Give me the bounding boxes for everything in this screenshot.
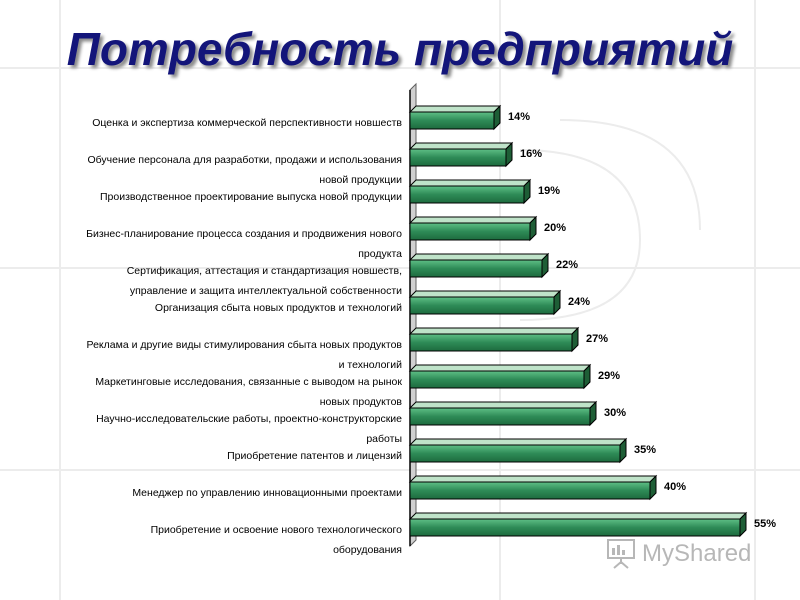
bar	[409, 370, 585, 389]
category-label: управление и защита интеллектуальной соб…	[130, 285, 402, 297]
category-label: Оценка и экспертиза коммерческой перспек…	[92, 117, 402, 129]
bar-top	[408, 475, 658, 483]
bar	[409, 444, 621, 463]
page-title: Потребность предприятий	[66, 23, 734, 75]
watermark-logo: MyShared	[606, 536, 751, 572]
watermark-text: MyShared	[642, 540, 752, 567]
data-label: 14%	[508, 111, 530, 123]
bar	[409, 185, 525, 204]
bar-top	[408, 401, 598, 409]
data-label: 19%	[538, 185, 560, 197]
bar-top	[408, 364, 592, 372]
data-label: 30%	[604, 407, 626, 419]
category-label: Организация сбыта новых продуктов и техн…	[155, 302, 402, 314]
bar-top	[408, 253, 550, 261]
data-label: 22%	[556, 259, 578, 271]
data-label: 40%	[664, 481, 686, 493]
category-label: Приобретение и освоение нового технологи…	[151, 524, 403, 536]
category-label: оборудования	[333, 544, 402, 556]
bar-top	[408, 105, 502, 113]
category-label: Бизнес-планирование процесса создания и …	[86, 228, 402, 240]
data-label: 24%	[568, 296, 590, 308]
data-label: 35%	[634, 444, 656, 456]
data-label: 20%	[544, 222, 566, 234]
data-label: 29%	[598, 370, 620, 382]
bar-top	[408, 216, 538, 224]
data-label: 55%	[754, 518, 776, 530]
bar	[409, 259, 543, 278]
bar	[409, 407, 591, 426]
bar-top	[408, 179, 532, 187]
category-label: Менеджер по управлению инновационными пр…	[132, 487, 402, 499]
category-label: новой продукции	[319, 174, 402, 186]
category-label: Сертификация, аттестация и стандартизаци…	[127, 265, 402, 277]
bar-top	[408, 142, 514, 150]
category-label: продукта	[358, 248, 402, 260]
category-label: Маркетинговые исследования, связанные с …	[95, 376, 402, 388]
bar	[409, 222, 531, 241]
bar	[409, 111, 495, 130]
bar	[409, 148, 507, 167]
bar	[409, 333, 573, 352]
category-label: Производственное проектирование выпуска …	[100, 191, 402, 203]
bar-top	[408, 327, 580, 335]
category-label: новых продуктов	[320, 396, 403, 408]
bar-top	[408, 290, 562, 298]
category-label: Приобретение патентов и лицензий	[227, 450, 402, 462]
bar	[409, 518, 741, 537]
category-label: Реклама и другие виды стимулирования сбы…	[87, 339, 403, 351]
presentation-screen-icon	[607, 539, 635, 569]
category-label: Научно-исследовательские работы, проектн…	[96, 413, 402, 425]
bar	[409, 481, 651, 500]
bar-top	[408, 438, 628, 446]
data-label: 16%	[520, 148, 542, 160]
data-label: 27%	[586, 333, 608, 345]
category-label: и технологий	[339, 359, 403, 371]
category-label: Обучение персонала для разработки, прода…	[87, 154, 402, 166]
bar	[409, 296, 555, 315]
category-label: работы	[366, 433, 402, 445]
bar-top	[408, 512, 748, 520]
